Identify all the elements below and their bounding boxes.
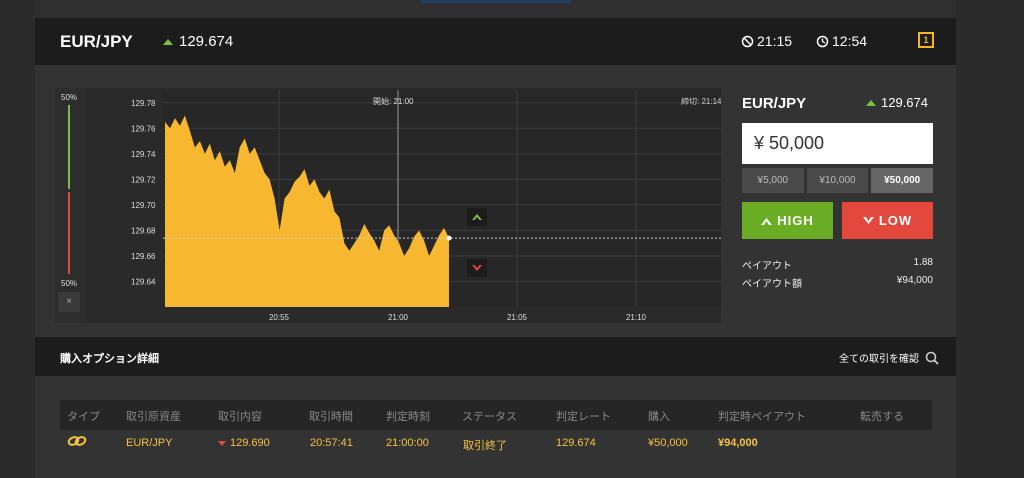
payout-amount-label: ペイアウト額 — [742, 279, 802, 290]
low-ratio-bar — [68, 192, 70, 274]
row-payout: ¥94,000 — [718, 437, 758, 449]
row-content: 129.690 — [218, 437, 270, 449]
low-button-label: LOW — [878, 213, 913, 228]
row-asset: EUR/JPY — [126, 437, 173, 449]
col-type: タイプ — [67, 411, 100, 423]
header-symbol: EUR/JPY — [60, 32, 133, 51]
clock-value: 12:54 — [832, 33, 868, 49]
preset-10000-button[interactable]: ¥10,000 — [806, 168, 869, 193]
down-chevron-icon — [472, 265, 482, 271]
start-label: 開始: 21:00 — [373, 96, 414, 106]
col-judge-time: 判定時刻 — [386, 411, 430, 423]
y-tick-label: 129.64 — [131, 277, 156, 286]
header-rate: 129.674 — [163, 33, 233, 50]
stopwatch-icon — [741, 35, 754, 47]
right-margin — [956, 0, 1024, 478]
y-tick-label: 129.72 — [131, 175, 156, 184]
chart-panel: 50% 50% × 129.78 129.76 129.74 129.72 129.70… — [55, 88, 721, 323]
col-purchase: 購入 — [648, 411, 670, 423]
price-chart: 129.78 129.76 129.74 129.72 129.70 129.68 129.… — [131, 90, 721, 322]
left-margin — [0, 0, 35, 478]
header-bar: EUR/JPY 129.674 21:15 12:54 1 — [35, 18, 956, 65]
up-chevron-icon — [472, 214, 482, 220]
low-button[interactable]: LOW — [842, 202, 933, 239]
row-judge-time: 21:00:00 — [386, 437, 429, 449]
col-time: 取引時間 — [309, 411, 353, 423]
col-resell: 転売する — [860, 411, 904, 423]
up-arrow-icon — [163, 38, 173, 45]
y-tick-label: 129.70 — [131, 201, 156, 210]
high-button-label: HIGH — [777, 213, 814, 228]
table-header: タイプ 取引原資産 取引内容 取引時間 判定時刻 ステータス 判定レート 購入 … — [60, 400, 932, 430]
trade-rate-value: 129.674 — [881, 95, 928, 110]
y-tick-label: 129.74 — [131, 150, 156, 159]
chart-sidebar: 50% 50% × — [55, 88, 85, 323]
y-tick-label: 129.78 — [131, 99, 156, 108]
row-purchase: ¥50,000 — [648, 437, 688, 449]
chain-link-icon — [67, 434, 87, 451]
price-area — [165, 115, 449, 307]
down-arrow-icon — [218, 441, 226, 446]
top-accent — [421, 0, 571, 3]
clock: 12:54 — [816, 33, 867, 49]
details-title: 購入オプション詳細 — [60, 353, 159, 365]
sidebar-top-percent: 50% — [61, 93, 78, 102]
y-tick-label: 129.76 — [131, 124, 156, 133]
high-ratio-bar — [68, 105, 70, 189]
high-button[interactable]: HIGH — [742, 202, 833, 239]
col-payout: 判定時ペイアウト — [718, 411, 806, 423]
col-judge-rate: 判定レート — [556, 411, 611, 423]
col-status: ステータス — [462, 411, 517, 423]
time-remaining-value: 21:15 — [757, 33, 793, 49]
y-tick-label: 129.66 — [131, 252, 156, 261]
trade-symbol: EUR/JPY — [742, 95, 807, 112]
notification-badge-icon[interactable]: 1 — [918, 32, 934, 48]
top-strip — [35, 0, 956, 18]
header-rate-value: 129.674 — [179, 33, 234, 50]
payout-row: ペイアウト 1.88 — [742, 257, 933, 272]
details-bar: 購入オプション詳細 全ての取引を確認 — [35, 337, 956, 376]
x-tick-label: 21:05 — [507, 313, 528, 322]
col-asset: 取引原資産 — [126, 411, 181, 423]
amount-presets: ¥5,000 ¥10,000 ¥50,000 — [742, 168, 934, 193]
x-tick-label: 20:55 — [269, 313, 290, 322]
payout-label: ペイアウト — [742, 261, 792, 272]
row-content-value: 129.690 — [230, 437, 270, 449]
x-tick-label: 21:10 — [626, 313, 647, 322]
payout-amount-row: ペイアウト額 ¥94,000 — [742, 275, 933, 290]
y-tick-label: 129.68 — [131, 226, 156, 235]
row-status: 取引終了 — [463, 440, 507, 452]
trade-rate: 129.674 — [866, 95, 928, 110]
col-content: 取引内容 — [218, 411, 262, 423]
search-icon — [925, 351, 939, 365]
up-arrow-icon — [866, 99, 876, 106]
trading-app: EUR/JPY 129.674 21:15 12:54 1 50% 50% × … — [35, 0, 956, 478]
amount-input[interactable] — [742, 123, 933, 164]
end-label: 締切: 21:14 — [681, 96, 721, 106]
x-tick-label: 21:00 — [388, 313, 409, 322]
payout-amount-value: ¥94,000 — [896, 275, 933, 286]
view-all-label: 全ての取引を確認 — [839, 354, 919, 365]
preset-5000-button[interactable]: ¥5,000 — [742, 168, 804, 193]
row-judge-rate: 129.674 — [556, 437, 596, 449]
preset-50000-button[interactable]: ¥50,000 — [871, 168, 934, 193]
time-remaining: 21:15 — [741, 33, 792, 49]
history-icon — [816, 35, 829, 47]
up-chevron-icon — [761, 217, 773, 225]
current-point — [446, 235, 452, 241]
row-time: 20:57:41 — [310, 437, 353, 449]
close-sidebar-button[interactable]: × — [58, 292, 80, 312]
payout-value: 1.88 — [913, 257, 933, 268]
down-chevron-icon — [862, 216, 874, 224]
sidebar-bottom-percent: 50% — [61, 279, 78, 288]
view-all-trades-link[interactable]: 全ての取引を確認 — [839, 350, 939, 365]
